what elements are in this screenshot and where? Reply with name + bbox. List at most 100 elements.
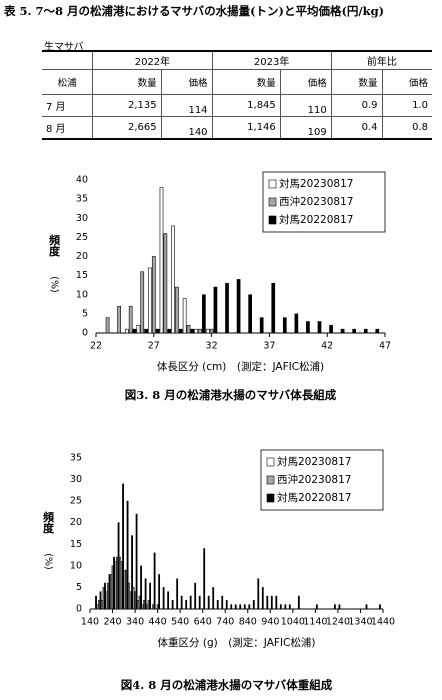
bar <box>144 578 147 610</box>
bar <box>284 604 287 610</box>
bar <box>108 574 111 610</box>
bar <box>317 321 322 334</box>
y-tick-label: 5 <box>82 308 88 319</box>
y-tick-label: 0 <box>82 328 88 339</box>
legend-label: 対馬20230817 <box>277 455 351 468</box>
cell: 109 <box>280 116 332 140</box>
bar <box>365 604 368 610</box>
bar <box>294 313 299 334</box>
bar <box>189 595 192 610</box>
header-cell: 数量 <box>92 69 162 95</box>
header-cell: 松浦 <box>42 69 94 95</box>
bar <box>107 582 109 610</box>
x-tick-label: 240 <box>103 617 121 628</box>
legend-label: 西沖20230817 <box>277 473 351 486</box>
x-tick-label: 140 <box>81 617 99 628</box>
bar <box>141 604 144 610</box>
bar <box>209 328 214 334</box>
bar <box>111 565 114 610</box>
bar <box>136 325 141 334</box>
y-tick-label: 15 <box>70 539 82 550</box>
bar <box>275 595 278 610</box>
table-title: 表 5. 7～8 月の松浦港におけるマサバの水揚量(トン)と平均価格(円/kg) <box>4 4 385 18</box>
legend-box <box>262 171 386 233</box>
bar <box>98 600 100 610</box>
bar <box>171 225 175 334</box>
bar <box>257 578 260 610</box>
x-tick-label: 440 <box>149 617 167 628</box>
y-tick-label: 30 <box>76 213 88 224</box>
x-tick-label: 1440 <box>371 617 395 628</box>
x-tick-label: 42 <box>321 341 333 352</box>
bar <box>137 600 139 610</box>
bar <box>248 294 252 334</box>
bar <box>105 591 108 610</box>
bar <box>155 328 160 334</box>
bar <box>131 535 133 610</box>
bar <box>279 604 282 610</box>
header-cell: 数量 <box>212 69 281 95</box>
bar <box>120 561 123 610</box>
bar <box>243 604 246 610</box>
bar <box>230 604 233 610</box>
bar <box>117 522 120 610</box>
cell: 0.9 <box>331 94 383 117</box>
bar <box>135 513 138 610</box>
bar <box>270 595 273 610</box>
bar <box>212 587 215 610</box>
bar <box>163 233 168 334</box>
x-tick-label: 1340 <box>348 617 372 628</box>
header-row: 2022年 2023年 前年比 <box>42 50 432 70</box>
y-tick-label: 20 <box>76 251 88 262</box>
bar <box>338 604 341 610</box>
legend-swatch <box>266 457 275 467</box>
cell: 1.0 <box>382 94 432 117</box>
header-cell: 前年比 <box>331 50 432 70</box>
bar <box>156 604 159 610</box>
legend-swatch <box>266 493 275 503</box>
bar <box>352 328 357 334</box>
bar <box>143 600 145 610</box>
x-tick-label: 1140 <box>303 617 327 628</box>
legend-swatch <box>268 215 277 225</box>
x-tick-label: 640 <box>194 617 212 628</box>
x-tick-label: 340 <box>126 617 144 628</box>
bar <box>162 587 165 610</box>
bar <box>186 325 191 334</box>
bar <box>234 604 237 610</box>
bar <box>119 556 121 610</box>
x-tick-label: 840 <box>239 617 257 628</box>
header-cell: 数量 <box>331 69 383 95</box>
y-tick-label: 40 <box>76 175 88 186</box>
bar <box>158 574 161 610</box>
bar <box>203 548 206 610</box>
cell: 114 <box>161 94 213 117</box>
y-tick-label: 0 <box>76 604 82 615</box>
bar <box>178 328 183 334</box>
y-tick-label: 15 <box>76 270 88 281</box>
x-tick-label: 740 <box>216 617 234 628</box>
bar <box>315 604 318 610</box>
bar <box>151 256 156 334</box>
bar <box>261 587 264 610</box>
header-cell: 2023年 <box>212 50 332 70</box>
bar <box>140 565 142 610</box>
bar <box>132 587 135 610</box>
bar <box>329 325 333 334</box>
bar <box>259 317 264 334</box>
bar <box>175 286 179 334</box>
table-caption: 生マサバ <box>44 42 84 53</box>
bar <box>167 591 170 610</box>
y-tick-label: 10 <box>70 560 82 571</box>
bar <box>147 600 150 610</box>
bar <box>126 500 129 610</box>
bar <box>340 328 345 334</box>
row: 7 月 2,135 114 1,845 110 0.9 1.0 <box>42 94 432 117</box>
header-cell: 2022年 <box>92 50 213 70</box>
bar <box>236 279 241 334</box>
bar <box>101 600 103 610</box>
chart-caption: 図3. 8 月の松浦港水揚のマサバ体長組成 <box>125 388 337 402</box>
legend-swatch <box>268 179 277 189</box>
bar <box>153 552 156 610</box>
